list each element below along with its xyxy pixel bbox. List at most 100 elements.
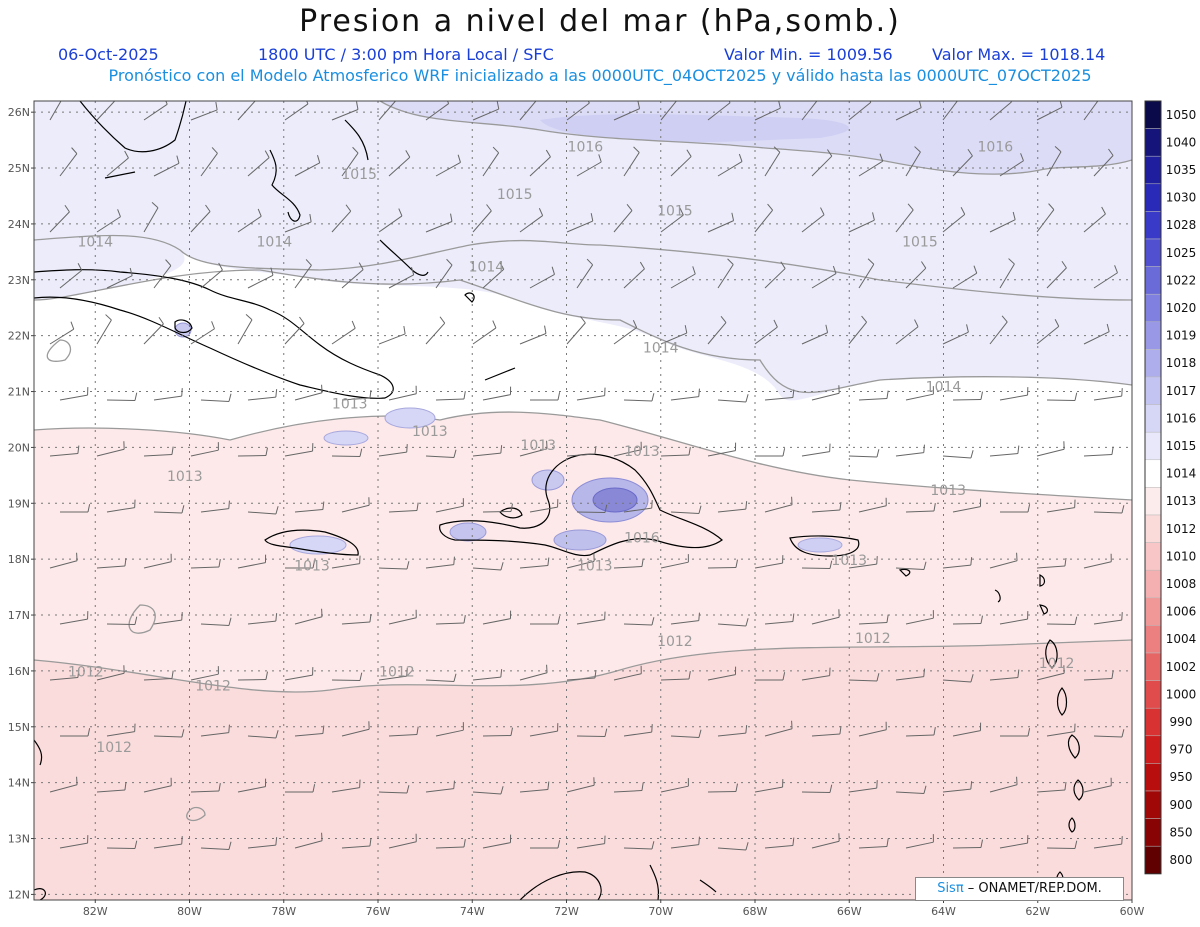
wind-barb xyxy=(942,450,974,459)
wind-barb xyxy=(576,387,606,401)
lon-label: 78W xyxy=(271,905,296,918)
wind-barb xyxy=(1083,323,1110,345)
wind-barb xyxy=(848,212,875,233)
wind-barb xyxy=(613,441,642,457)
wind-barb xyxy=(754,555,784,569)
wind-barb xyxy=(190,101,218,121)
credit-text: – ONAMET/REP.DOM. xyxy=(963,881,1102,896)
coast-florida xyxy=(79,101,187,153)
wind-barb xyxy=(200,393,232,402)
wind-barb xyxy=(801,667,831,681)
wind-barb xyxy=(566,213,594,233)
wind-barb xyxy=(566,777,595,793)
lat-label: 25N xyxy=(8,162,30,175)
wind-barb xyxy=(529,499,559,513)
wind-barb xyxy=(717,153,743,177)
legend-swatch xyxy=(1144,211,1162,240)
wind-barb xyxy=(1046,840,1078,849)
wind-barb xyxy=(49,321,75,345)
wind-barb xyxy=(848,556,878,569)
wind-barb xyxy=(801,560,833,569)
wind-barb xyxy=(294,725,325,737)
wind-barb xyxy=(801,784,833,793)
wind-barb xyxy=(294,259,312,289)
wind-barb xyxy=(952,391,983,401)
legend-label: 1015 xyxy=(1166,439,1197,453)
wind-barb xyxy=(707,442,737,457)
wind-barb xyxy=(435,498,464,513)
wind-barb xyxy=(613,101,641,121)
wind-barb xyxy=(1093,612,1123,625)
lat-label: 20N xyxy=(8,441,30,454)
wind-barb xyxy=(237,208,262,233)
wind-barb xyxy=(660,101,678,121)
contour-label: 1014 xyxy=(77,234,113,250)
contour-labels: 1016 1016 1015 1015 1015 1015 1014 1014 1014 1014… xyxy=(68,139,1074,756)
wind-barb xyxy=(106,499,136,513)
lon-label: 74W xyxy=(460,905,485,918)
wind-barb xyxy=(237,101,256,121)
wind-barb xyxy=(60,504,91,513)
wind-barb xyxy=(519,208,544,233)
wind-barb xyxy=(190,666,219,681)
wind-barb xyxy=(1036,203,1055,233)
legend-swatch xyxy=(1144,238,1162,267)
contour-1012 xyxy=(34,639,1132,693)
wind-barb xyxy=(942,557,973,569)
wind-barb xyxy=(153,388,183,401)
contour-label: 1013 xyxy=(520,438,556,454)
legend-label: 1028 xyxy=(1166,218,1197,232)
legend-label: 1020 xyxy=(1166,301,1197,315)
wind-barb xyxy=(237,778,267,793)
wind-barb xyxy=(425,101,450,121)
wind-barb xyxy=(96,782,127,793)
wind-barb xyxy=(284,101,309,121)
contour-label: 1012 xyxy=(657,634,693,650)
shade-below-1012 xyxy=(34,640,1132,900)
contour-label: 1014 xyxy=(469,259,505,275)
wind-barb xyxy=(378,208,403,233)
contour-label: 1013 xyxy=(167,469,203,485)
coast-andros xyxy=(269,149,301,222)
wind-barb xyxy=(989,445,1020,457)
contour-label: 1012 xyxy=(195,678,231,694)
wind-barb xyxy=(1083,206,1106,233)
legend-label: 1017 xyxy=(1166,384,1197,398)
contour-label: 1012 xyxy=(855,631,891,647)
wind-barb xyxy=(247,837,278,849)
wind-barb xyxy=(247,506,279,515)
wind-barb xyxy=(285,784,316,793)
legend-swatch xyxy=(1144,266,1162,295)
wind-barb xyxy=(331,555,361,569)
wind-barb xyxy=(754,203,774,233)
wind-barb xyxy=(952,839,983,849)
coast-curacao xyxy=(699,879,717,893)
wind-barb xyxy=(1093,388,1123,401)
wind-barb xyxy=(247,389,278,401)
wind-barb xyxy=(153,612,183,625)
wind-barb xyxy=(519,325,547,345)
contour-label: 1012 xyxy=(379,665,415,681)
lon-label: 62W xyxy=(1025,905,1050,918)
wind-barb xyxy=(989,669,1020,681)
legend-label: 1018 xyxy=(1166,356,1197,370)
contour-loop-3 xyxy=(186,806,206,822)
wind-barb xyxy=(895,203,914,233)
wind-barb xyxy=(529,149,551,177)
wind-barb xyxy=(717,618,749,627)
lat-axis: 26N 25N 24N 23N 22N 21N 20N 19N 18N 17N 16N 15N 14N 1… xyxy=(8,106,34,901)
wind-barb xyxy=(472,101,500,121)
lat-label: 24N xyxy=(8,218,30,231)
wind-barb xyxy=(153,729,185,738)
contour-label: 1014 xyxy=(926,380,962,396)
wind-barb xyxy=(989,315,1008,345)
forecast-date: 06-Oct-2025 xyxy=(58,45,159,64)
wind-barb xyxy=(755,448,786,457)
wind-barb xyxy=(519,664,548,681)
wind-barb xyxy=(200,617,232,626)
wind-barb xyxy=(670,729,702,738)
legend-label: 1014 xyxy=(1166,467,1197,481)
shade-1015-west xyxy=(34,233,185,300)
wind-barb xyxy=(247,150,270,177)
wind-barb xyxy=(106,723,136,737)
